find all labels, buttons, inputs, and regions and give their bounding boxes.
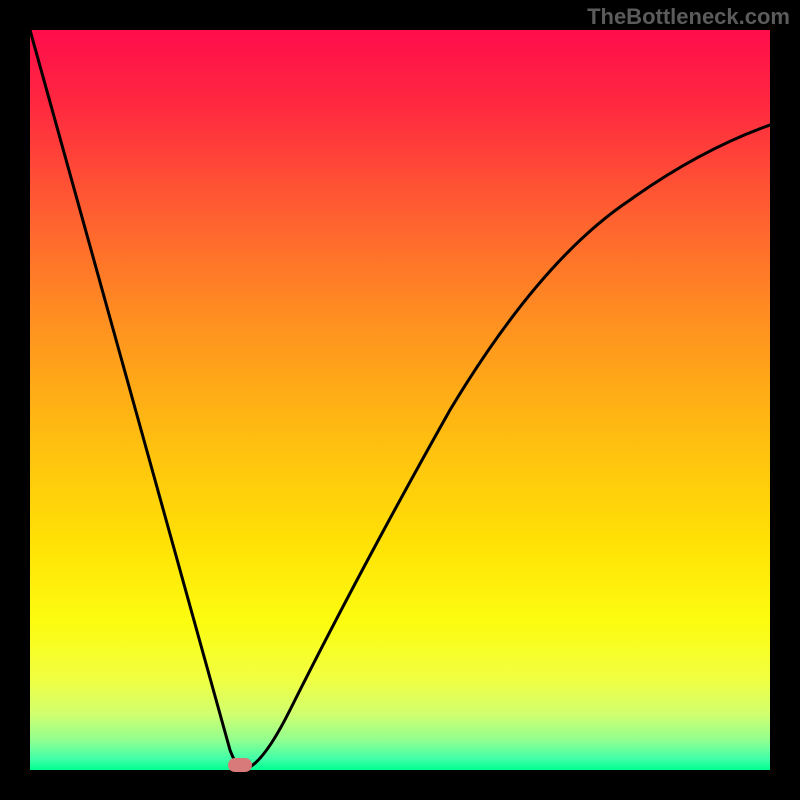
optimal-point-marker [228, 758, 252, 772]
curve-layer [30, 30, 770, 770]
attribution-text: TheBottleneck.com [587, 4, 790, 30]
plot-area [30, 30, 770, 770]
bottleneck-curve [30, 30, 770, 769]
